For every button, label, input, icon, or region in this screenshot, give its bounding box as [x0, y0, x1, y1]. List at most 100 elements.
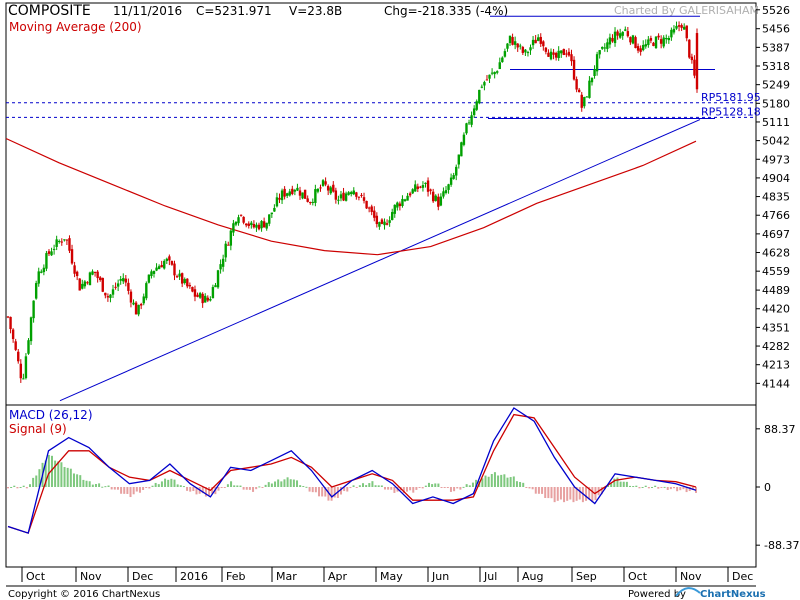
macd-histogram-bar: [666, 487, 669, 490]
macd-y-tick-label: 0: [764, 481, 771, 494]
candle-body: [37, 271, 40, 284]
y-tick-label: 4973: [762, 153, 790, 166]
candle-body: [109, 294, 112, 298]
candle-body: [280, 190, 284, 201]
candle-body: [132, 302, 135, 305]
macd-histogram-bar: [355, 487, 358, 488]
y-tick-label: 4904: [762, 172, 790, 185]
macd-histogram-bar: [424, 485, 427, 487]
macd-histogram-bar: [252, 487, 255, 492]
macd-histogram-bar: [173, 479, 176, 487]
macd-histogram-bar: [421, 487, 424, 489]
macd-histogram-bar: [563, 487, 566, 503]
x-tick-label: Apr: [328, 570, 348, 583]
candle-body: [411, 189, 414, 194]
x-tick-label: Nov: [680, 570, 702, 583]
macd-histogram-bar: [497, 475, 500, 487]
candle-body: [501, 57, 504, 63]
macd-histogram-bar: [239, 485, 242, 487]
x-tick-label: Mar: [276, 570, 297, 583]
candle-body: [398, 203, 402, 207]
candle-body: [152, 270, 156, 274]
candle-body: [232, 223, 235, 233]
candle-body: [227, 244, 230, 246]
x-tick-label: Nov: [80, 570, 102, 583]
macd-histogram-bar: [647, 487, 650, 489]
candle-body: [206, 297, 209, 301]
macd-histogram-bar: [663, 486, 666, 488]
macd-histogram-bar: [330, 487, 333, 501]
macd-histogram-bar: [361, 483, 364, 487]
macd-histogram-bar: [305, 486, 308, 488]
x-tick-label: Jun: [431, 570, 449, 583]
candle-body: [163, 260, 166, 269]
macd-histogram-bar: [302, 485, 305, 487]
candle-body: [86, 282, 89, 284]
candle-body: [250, 222, 253, 226]
candle-body: [534, 39, 537, 44]
macd-histogram-bar: [638, 487, 641, 489]
candle-body: [426, 180, 430, 192]
candle-body: [183, 279, 186, 284]
candle-body: [180, 273, 184, 284]
candle-body: [580, 94, 583, 108]
macd-histogram-bar: [176, 484, 179, 487]
macd-histogram-bar: [566, 487, 569, 501]
candle-body: [114, 286, 117, 288]
candle-body: [137, 304, 140, 315]
candle-body: [188, 285, 192, 287]
candle-body: [268, 214, 271, 224]
candle-body: [542, 41, 545, 47]
candle-body: [685, 25, 688, 39]
macd-histogram-bar: [625, 481, 628, 487]
macd-histogram-bar: [104, 486, 107, 488]
macd-histogram-bar: [547, 487, 550, 499]
macd-histogram-bar: [182, 486, 185, 488]
macd-histogram-bar: [490, 474, 493, 487]
candle-body: [303, 189, 307, 199]
candle-body: [447, 184, 450, 190]
candle-body: [27, 340, 30, 354]
candle-body: [567, 51, 571, 56]
candle-body: [273, 207, 276, 212]
candle-body: [73, 265, 76, 274]
candle-body: [142, 296, 145, 304]
macd-histogram-bar: [619, 481, 622, 487]
macd-histogram-bar: [534, 487, 537, 494]
candle-body: [242, 216, 245, 223]
candle-body: [40, 271, 43, 273]
candle-body: [68, 238, 71, 251]
candle-body: [511, 37, 514, 45]
candle-body: [598, 50, 601, 55]
x-tick-label: 2016: [180, 570, 208, 583]
macd-histogram-bar: [129, 487, 132, 498]
macd-histogram-bar: [374, 485, 377, 487]
candle-body: [539, 36, 542, 44]
macd-histogram-bar: [503, 474, 506, 487]
macd-histogram-bar: [685, 487, 688, 493]
candle-body: [583, 97, 586, 107]
macd-histogram-bar: [283, 479, 286, 487]
x-tick-label: Oct: [628, 570, 648, 583]
x-tick-label: Dec: [132, 570, 153, 583]
candle-body: [649, 38, 653, 41]
macd-histogram-bar: [412, 487, 415, 493]
date-label: 11/11/2016: [113, 4, 182, 18]
macd-plot: [7, 407, 697, 534]
macd-histogram-bar: [522, 482, 525, 487]
macd-histogram-bar: [487, 476, 490, 487]
macd-histogram-bar: [318, 487, 321, 497]
y-tick-label: 4835: [762, 191, 790, 204]
candle-body: [401, 198, 404, 206]
candle-body: [265, 222, 268, 229]
macd-histogram-bar: [453, 487, 456, 492]
candle-body: [516, 43, 519, 48]
candle-body: [19, 363, 23, 379]
macd-histogram-bar: [569, 487, 572, 500]
candle-body: [252, 223, 256, 228]
candle-body: [396, 202, 399, 208]
candle-body: [519, 45, 522, 47]
macd-histogram-bar: [44, 460, 47, 487]
macd-histogram-bar: [76, 474, 79, 487]
macd-histogram-bar: [456, 487, 459, 489]
